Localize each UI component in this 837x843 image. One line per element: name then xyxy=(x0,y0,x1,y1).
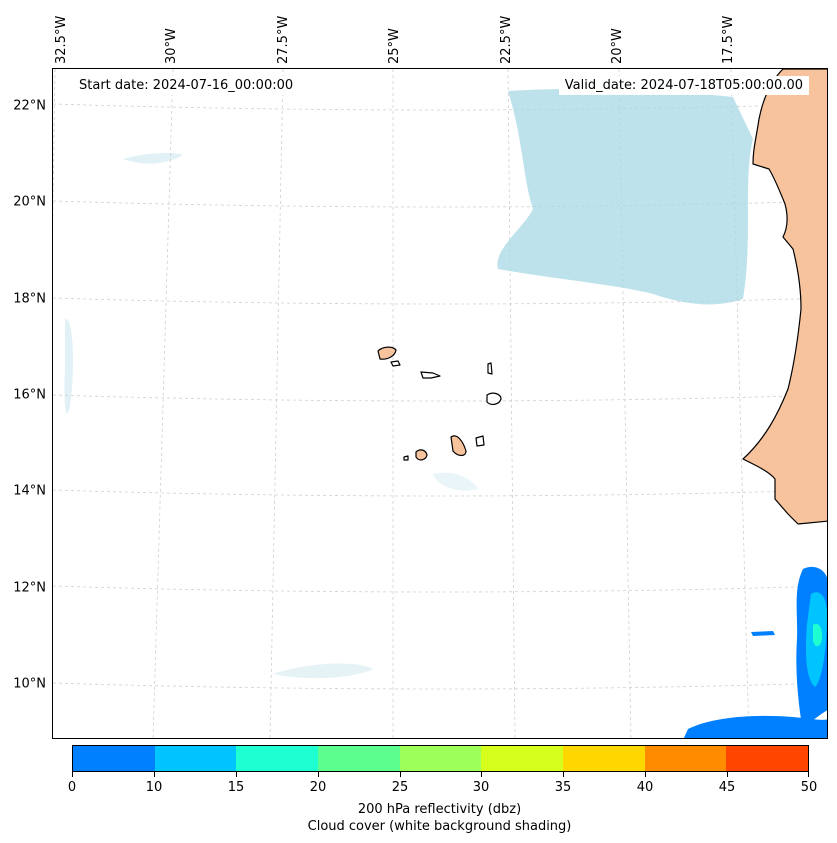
lon-label-27-5w: 27.5°W xyxy=(276,15,291,64)
colorbar-segment-20-25 xyxy=(318,746,400,771)
colorbar-segment-45-50 xyxy=(726,746,809,771)
colorbar-tick xyxy=(318,772,319,777)
colorbar-segment-35-40 xyxy=(563,746,645,771)
lat-label-20n: 20°N xyxy=(13,194,46,210)
colorbar-tick-label: 20 xyxy=(309,780,327,795)
lon-label-22-5w: 22.5°W xyxy=(499,15,514,64)
island-maio xyxy=(475,435,485,447)
colorbar-ticks: 0 10 15 20 25 30 35 40 45 50 xyxy=(68,772,817,802)
lon-label-32-5w: 32.5°W xyxy=(54,15,69,64)
island-boa-vista xyxy=(486,392,502,405)
colorbar-segment-0-10 xyxy=(73,746,155,771)
lat-label-12n: 12°N xyxy=(13,580,46,596)
cloud-cover-shading xyxy=(64,89,753,679)
meridian-32-5w xyxy=(53,69,56,231)
colorbar-tick-label: 10 xyxy=(145,780,163,795)
cloud-patch-northwest xyxy=(123,152,183,164)
colorbar-segment-30-35 xyxy=(481,746,564,771)
meridian-20w xyxy=(618,69,632,738)
colorbar-tick xyxy=(727,772,728,777)
parallel-22n xyxy=(53,103,827,111)
meridian-17-5w xyxy=(730,69,750,738)
colorbar-tick xyxy=(481,772,482,777)
cloud-patch-south xyxy=(433,472,478,491)
colorbar-tick xyxy=(72,772,73,777)
lon-label-25w: 25°W xyxy=(387,28,402,64)
colorbar-tick xyxy=(645,772,646,777)
colorbar-tick-label: 35 xyxy=(554,780,572,795)
meridian-22-5w xyxy=(507,69,516,738)
africa-coast-north xyxy=(742,69,827,525)
island-santiago xyxy=(450,435,467,457)
map-panel xyxy=(52,68,828,739)
lat-label-14n: 14°N xyxy=(13,483,46,499)
lon-label-30w: 30°W xyxy=(164,28,179,64)
colorbar-segment-40-45 xyxy=(644,746,727,771)
lat-label-16n: 16°N xyxy=(13,387,46,403)
colorbar-segment-15-20 xyxy=(236,746,319,771)
colorbar-tick-label: 25 xyxy=(391,780,409,795)
meridian-30w xyxy=(152,69,174,738)
reflectivity-band-south xyxy=(683,715,827,738)
reflectivity-patch-small xyxy=(751,631,775,636)
colorbar-tick xyxy=(154,772,155,777)
colorbar-tick xyxy=(808,772,809,777)
start-date-label: Start date: 2024-07-16_00:00:00 xyxy=(73,76,300,95)
parallel-12n xyxy=(53,585,827,593)
colorbar-segment-10-15 xyxy=(154,746,237,771)
island-santo-antao xyxy=(377,346,397,360)
lon-label-20w: 20°W xyxy=(610,28,625,64)
cloud-patch-southwest xyxy=(273,663,373,679)
cloud-strip-west xyxy=(64,318,73,414)
colorbar-tick-label: 30 xyxy=(472,780,490,795)
longitude-labels: 32.5°W 30°W 27.5°W 25°W 22.5°W 20°W 17.5… xyxy=(0,0,837,68)
parallel-16n xyxy=(53,394,827,402)
colorbar-segment-25-30 xyxy=(399,746,482,771)
island-sao-nicolau xyxy=(420,371,441,379)
cloud-band-north xyxy=(497,89,753,305)
lat-label-10n: 10°N xyxy=(13,676,46,692)
colorbar-tick-label: 15 xyxy=(227,780,245,795)
latitude-labels: 22°N 20°N 18°N 16°N 14°N 12°N 10°N xyxy=(0,0,52,740)
parallel-10n xyxy=(53,682,827,690)
land-areas xyxy=(377,69,827,525)
colorbar-title: 200 hPa reflectivity (dbz) xyxy=(357,802,522,817)
island-sal xyxy=(487,362,493,375)
island-fogo xyxy=(415,449,428,461)
lat-label-22n: 22°N xyxy=(13,98,46,114)
colorbar-tick-label: 0 xyxy=(67,780,77,795)
parallel-18n xyxy=(53,297,827,305)
map-canvas xyxy=(53,69,827,738)
island-sao-vicente xyxy=(390,360,401,367)
colorbar-tick xyxy=(563,772,564,777)
colorbar-tick-label: 40 xyxy=(636,780,654,795)
parallel-20n xyxy=(53,200,827,208)
colorbar-subtitle: Cloud cover (white background shading) xyxy=(307,819,572,834)
colorbar-tick-label: 45 xyxy=(718,780,736,795)
island-brava xyxy=(403,455,409,461)
parallel-14n xyxy=(53,489,827,497)
reflectivity-shading xyxy=(683,566,827,738)
colorbar-tick-label: 50 xyxy=(800,780,818,795)
lat-label-18n: 18°N xyxy=(13,291,46,307)
meridian-27-5w xyxy=(269,69,284,738)
gridlines xyxy=(53,69,827,738)
colorbar-tick xyxy=(236,772,237,777)
valid-date-label: Valid_date: 2024-07-18T05:00:00.00 xyxy=(558,76,809,95)
reflectivity-blob-se-core xyxy=(813,623,823,647)
colorbar-tick xyxy=(400,772,401,777)
colorbar xyxy=(72,745,809,772)
lon-label-17-5w: 17.5°W xyxy=(721,15,736,64)
